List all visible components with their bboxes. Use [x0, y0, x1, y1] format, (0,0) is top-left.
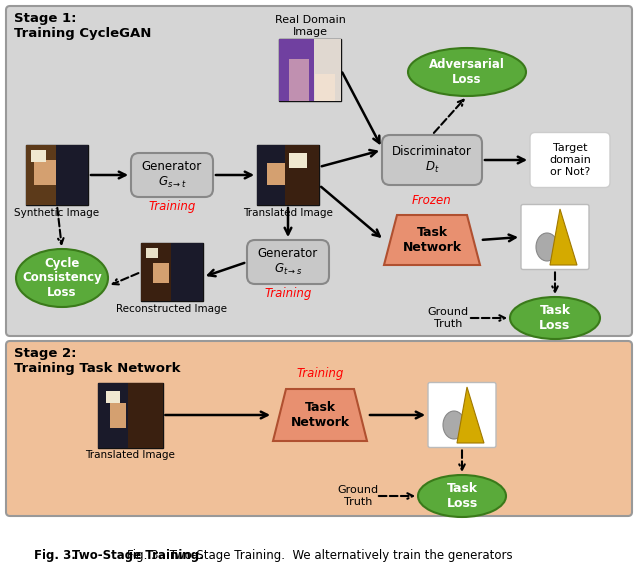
FancyBboxPatch shape: [289, 59, 309, 101]
Text: Target
domain
or Not?: Target domain or Not?: [549, 143, 591, 177]
FancyBboxPatch shape: [109, 403, 125, 427]
Text: Stage 1:
Training CycleGAN: Stage 1: Training CycleGAN: [14, 12, 152, 40]
Text: Generator
$G_{t\rightarrow s}$: Generator $G_{t\rightarrow s}$: [258, 247, 318, 277]
Text: Real Domain
Image: Real Domain Image: [275, 16, 346, 37]
Polygon shape: [273, 389, 367, 441]
Text: Frozen: Frozen: [412, 194, 452, 207]
FancyBboxPatch shape: [97, 382, 163, 448]
FancyBboxPatch shape: [6, 341, 632, 516]
FancyBboxPatch shape: [267, 163, 285, 185]
Text: Task
Network: Task Network: [403, 226, 461, 254]
Polygon shape: [457, 387, 484, 443]
Text: Task
Loss: Task Loss: [540, 304, 571, 332]
Text: Fig. 3.  Two-Stage Training.  We alternatively train the generators: Fig. 3. Two-Stage Training. We alternati…: [127, 548, 513, 562]
FancyBboxPatch shape: [171, 243, 203, 301]
FancyBboxPatch shape: [141, 243, 203, 301]
FancyBboxPatch shape: [153, 263, 169, 283]
Text: Translated Image: Translated Image: [85, 450, 175, 460]
Ellipse shape: [510, 297, 600, 339]
FancyBboxPatch shape: [279, 39, 314, 101]
Ellipse shape: [408, 48, 526, 96]
Polygon shape: [384, 215, 480, 265]
FancyBboxPatch shape: [6, 6, 632, 336]
Text: Training: Training: [264, 287, 312, 300]
FancyBboxPatch shape: [257, 145, 319, 205]
Ellipse shape: [443, 411, 465, 439]
FancyBboxPatch shape: [97, 382, 127, 448]
Text: Ground
Truth: Ground Truth: [337, 485, 379, 507]
Polygon shape: [550, 209, 577, 265]
Text: Reconstructed Image: Reconstructed Image: [116, 304, 227, 314]
FancyBboxPatch shape: [34, 160, 56, 185]
FancyBboxPatch shape: [530, 132, 610, 188]
Text: Synthetic Image: Synthetic Image: [15, 208, 100, 218]
Text: Stage 2:
Training Task Network: Stage 2: Training Task Network: [14, 347, 180, 375]
FancyBboxPatch shape: [521, 204, 589, 270]
FancyBboxPatch shape: [146, 248, 158, 258]
Text: Ground
Truth: Ground Truth: [428, 307, 468, 329]
Text: Generator
$G_{s\rightarrow t}$: Generator $G_{s\rightarrow t}$: [142, 160, 202, 190]
Text: Discriminator
$D_t$: Discriminator $D_t$: [392, 145, 472, 175]
FancyBboxPatch shape: [315, 74, 335, 101]
Text: Fig. 3.: Fig. 3.: [34, 548, 76, 562]
FancyBboxPatch shape: [279, 39, 341, 101]
Text: Task
Loss: Task Loss: [446, 482, 477, 510]
FancyBboxPatch shape: [141, 243, 171, 301]
FancyBboxPatch shape: [289, 153, 307, 168]
FancyBboxPatch shape: [56, 145, 88, 205]
Text: Two-Stage Training.: Two-Stage Training.: [72, 548, 204, 562]
FancyBboxPatch shape: [127, 382, 163, 448]
Text: Training: Training: [148, 200, 196, 213]
Text: Translated Image: Translated Image: [243, 208, 333, 218]
FancyBboxPatch shape: [314, 39, 341, 101]
Text: Cycle
Consistency
Loss: Cycle Consistency Loss: [22, 256, 102, 300]
FancyBboxPatch shape: [285, 145, 319, 205]
FancyBboxPatch shape: [106, 391, 120, 403]
FancyBboxPatch shape: [257, 145, 285, 205]
Ellipse shape: [536, 233, 558, 261]
Text: Adversarial
Loss: Adversarial Loss: [429, 58, 505, 86]
FancyBboxPatch shape: [26, 145, 88, 205]
FancyBboxPatch shape: [247, 240, 329, 284]
FancyBboxPatch shape: [26, 145, 56, 205]
Text: Task
Network: Task Network: [291, 401, 349, 429]
FancyBboxPatch shape: [31, 150, 46, 162]
Text: Training: Training: [296, 367, 344, 380]
Ellipse shape: [16, 249, 108, 307]
FancyBboxPatch shape: [131, 153, 213, 197]
FancyBboxPatch shape: [382, 135, 482, 185]
FancyBboxPatch shape: [428, 382, 496, 448]
Ellipse shape: [418, 475, 506, 517]
